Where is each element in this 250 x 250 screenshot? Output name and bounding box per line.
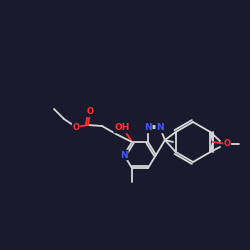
Text: O: O [86,108,94,116]
Text: N: N [120,150,128,160]
Text: O: O [72,122,80,132]
Text: N: N [156,124,164,132]
Text: O: O [224,140,230,148]
Text: OH: OH [114,124,130,132]
Text: N: N [144,124,152,132]
